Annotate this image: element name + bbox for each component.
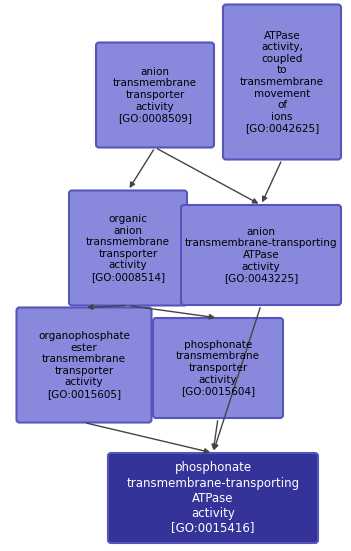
Text: anion
transmembrane
transporter
activity
[GO:0008509]: anion transmembrane transporter activity… (113, 67, 197, 123)
FancyBboxPatch shape (223, 4, 341, 159)
Text: anion
transmembrane-transporting
ATPase
activity
[GO:0043225]: anion transmembrane-transporting ATPase … (185, 227, 337, 283)
FancyBboxPatch shape (69, 191, 187, 305)
FancyBboxPatch shape (96, 42, 214, 148)
FancyBboxPatch shape (108, 453, 318, 543)
Text: phosphonate
transmembrane
transporter
activity
[GO:0015604]: phosphonate transmembrane transporter ac… (176, 340, 260, 396)
Text: organic
anion
transmembrane
transporter
activity
[GO:0008514]: organic anion transmembrane transporter … (86, 214, 170, 282)
FancyBboxPatch shape (153, 318, 283, 418)
FancyBboxPatch shape (181, 205, 341, 305)
FancyBboxPatch shape (16, 307, 152, 423)
Text: organophosphate
ester
transmembrane
transporter
activity
[GO:0015605]: organophosphate ester transmembrane tran… (38, 331, 130, 399)
Text: phosphonate
transmembrane-transporting
ATPase
activity
[GO:0015416]: phosphonate transmembrane-transporting A… (126, 462, 299, 534)
Text: ATPase
activity,
coupled
to
transmembrane
movement
of
ions
[GO:0042625]: ATPase activity, coupled to transmembran… (240, 31, 324, 133)
